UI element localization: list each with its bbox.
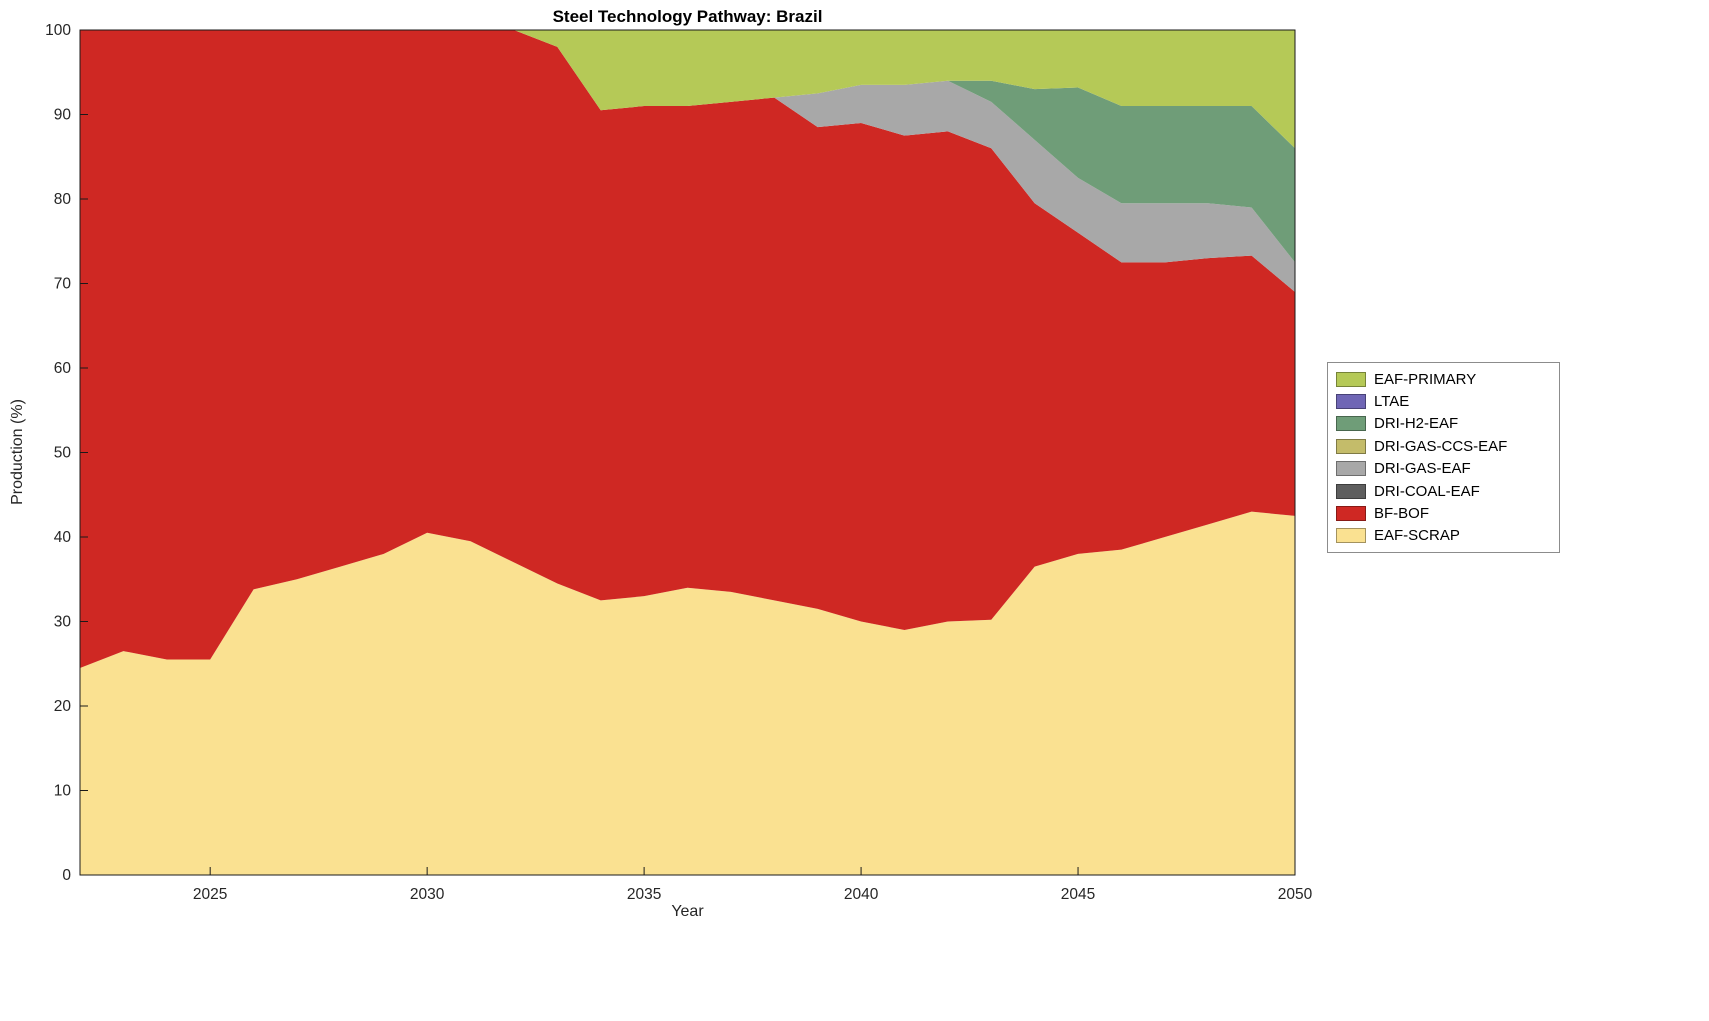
legend-item-dri-coal-eaf: DRI-COAL-EAF xyxy=(1336,480,1559,502)
x-tick-label: 2025 xyxy=(193,886,227,903)
legend-swatch xyxy=(1336,528,1366,544)
area-dri-gas-eaf xyxy=(80,30,1295,292)
x-tick-label: 2030 xyxy=(410,886,445,903)
legend-label: DRI-H2-EAF xyxy=(1374,415,1459,433)
legend-item-eaf-scrap: EAF-SCRAP xyxy=(1336,525,1559,547)
legend-swatch xyxy=(1336,461,1366,477)
legend-item-dri-gas-eaf: DRI-GAS-EAF xyxy=(1336,458,1559,480)
legend-swatch xyxy=(1336,371,1366,387)
chart-title: Steel Technology Pathway: Brazil xyxy=(552,7,823,26)
area-eaf-scrap xyxy=(80,511,1295,875)
legend: EAF-PRIMARY LTAE DRI-H2-EAF DRI-GAS-CCS-EAF… xyxy=(1327,362,1560,554)
x-tick-label: 2040 xyxy=(844,886,879,903)
x-tick-label: 2045 xyxy=(1061,886,1095,903)
legend-label: BF-BOF xyxy=(1374,505,1429,523)
y-tick-label: 40 xyxy=(54,529,72,546)
legend-item-dri-gas-ccs-eaf: DRI-GAS-CCS-EAF xyxy=(1336,435,1559,457)
y-tick-label: 80 xyxy=(54,191,72,208)
y-tick-label: 90 xyxy=(54,107,72,124)
y-tick-label: 30 xyxy=(54,614,72,631)
y-tick-label: 0 xyxy=(62,867,71,884)
y-tick-label: 60 xyxy=(54,360,72,377)
legend-swatch xyxy=(1336,394,1366,410)
legend-swatch xyxy=(1336,416,1366,432)
y-tick-label: 10 xyxy=(54,783,72,800)
legend-swatch xyxy=(1336,438,1366,454)
area-bf-bof xyxy=(80,30,1295,668)
legend-label: EAF-SCRAP xyxy=(1374,527,1460,545)
legend-label: DRI-GAS-CCS-EAF xyxy=(1374,437,1508,455)
area-eaf-primary xyxy=(80,30,1295,149)
legend-item-eaf-primary: EAF-PRIMARY xyxy=(1336,368,1559,390)
legend-label: DRI-COAL-EAF xyxy=(1374,482,1480,500)
legend-label: DRI-GAS-EAF xyxy=(1374,460,1471,478)
legend-item-bf-bof: BF-BOF xyxy=(1336,502,1559,524)
legend-swatch xyxy=(1336,483,1366,499)
y-axis-label: Production (%) xyxy=(9,399,26,505)
area-dri-h2-eaf xyxy=(80,30,1295,263)
legend-item-dri-h2-eaf: DRI-H2-EAF xyxy=(1336,413,1559,435)
y-tick-label: 100 xyxy=(45,22,71,39)
y-tick-label: 20 xyxy=(54,698,72,715)
x-tick-label: 2035 xyxy=(627,886,661,903)
legend-label: EAF-PRIMARY xyxy=(1374,370,1477,388)
legend-label: LTAE xyxy=(1374,393,1410,411)
legend-item-ltae: LTAE xyxy=(1336,390,1559,412)
x-axis-label: Year xyxy=(671,903,704,920)
y-tick-label: 50 xyxy=(54,445,72,462)
y-tick-label: 70 xyxy=(54,276,72,293)
x-tick-label: 2050 xyxy=(1278,886,1313,903)
legend-swatch xyxy=(1336,506,1366,522)
